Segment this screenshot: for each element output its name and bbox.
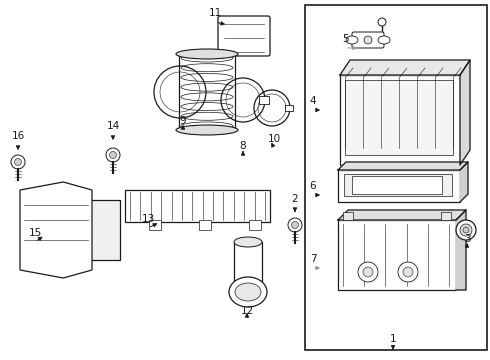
Bar <box>340 75 460 165</box>
Circle shape <box>460 224 472 236</box>
Polygon shape <box>338 162 468 170</box>
Bar <box>441 212 451 220</box>
Ellipse shape <box>229 277 267 307</box>
Polygon shape <box>125 190 270 222</box>
Polygon shape <box>338 210 466 220</box>
Circle shape <box>398 262 418 282</box>
Text: 7: 7 <box>310 254 317 264</box>
Bar <box>344 174 452 196</box>
Text: 16: 16 <box>11 131 24 141</box>
Text: 12: 12 <box>241 306 254 316</box>
Bar <box>285 105 293 111</box>
Text: 15: 15 <box>28 228 42 238</box>
Bar <box>249 220 261 230</box>
Polygon shape <box>340 60 470 75</box>
Circle shape <box>358 262 378 282</box>
Text: 2: 2 <box>292 194 298 204</box>
Ellipse shape <box>234 237 262 247</box>
Text: 6: 6 <box>310 181 317 191</box>
Circle shape <box>106 148 120 162</box>
Polygon shape <box>456 210 466 290</box>
Bar <box>179 54 235 130</box>
Bar <box>90 200 120 260</box>
FancyBboxPatch shape <box>218 16 270 56</box>
Text: 4: 4 <box>310 96 317 106</box>
Text: 13: 13 <box>142 214 155 224</box>
Circle shape <box>288 218 302 232</box>
Text: 3: 3 <box>464 234 470 244</box>
Bar <box>345 80 453 155</box>
Text: 1: 1 <box>390 334 396 344</box>
Ellipse shape <box>235 283 261 301</box>
Bar <box>338 170 460 202</box>
Bar <box>352 176 442 194</box>
Polygon shape <box>460 60 470 165</box>
FancyBboxPatch shape <box>352 32 384 48</box>
Circle shape <box>292 221 298 229</box>
Circle shape <box>11 155 25 169</box>
Text: 14: 14 <box>106 121 120 131</box>
Text: 10: 10 <box>268 134 281 144</box>
Ellipse shape <box>378 36 390 44</box>
Text: 5: 5 <box>342 34 348 44</box>
Circle shape <box>403 267 413 277</box>
Circle shape <box>109 152 117 158</box>
Bar <box>149 220 161 230</box>
Circle shape <box>363 267 373 277</box>
Ellipse shape <box>176 49 238 59</box>
Circle shape <box>15 158 22 166</box>
Circle shape <box>463 227 469 233</box>
Bar <box>199 220 211 230</box>
Circle shape <box>456 220 476 240</box>
Polygon shape <box>20 182 92 278</box>
Ellipse shape <box>176 125 238 135</box>
Circle shape <box>364 36 372 44</box>
Bar <box>259 96 269 104</box>
Text: 8: 8 <box>240 141 246 151</box>
Text: 11: 11 <box>208 8 221 18</box>
Bar <box>343 212 353 220</box>
Bar <box>234 242 262 292</box>
Text: 9: 9 <box>180 116 186 126</box>
Ellipse shape <box>346 36 358 44</box>
Polygon shape <box>460 162 468 202</box>
Bar <box>305 5 487 350</box>
Bar <box>338 220 456 290</box>
Circle shape <box>378 18 386 26</box>
